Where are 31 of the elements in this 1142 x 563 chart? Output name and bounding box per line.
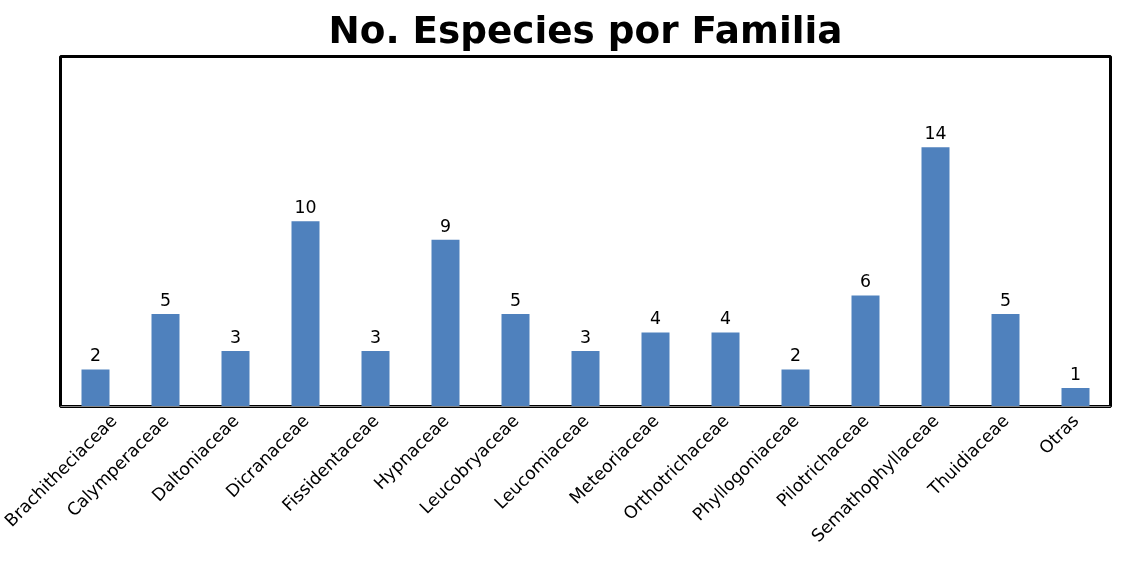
bar (991, 313, 1020, 407)
data-label: 5 (159, 289, 172, 310)
data-label: 6 (859, 271, 872, 292)
data-label: 2 (789, 345, 802, 366)
data-label: 9 (439, 215, 452, 236)
data-label: 5 (509, 289, 522, 310)
data-label: 14 (924, 123, 947, 144)
bar (641, 332, 670, 407)
bar (221, 350, 250, 407)
chart-title: No. Especies por Familia (328, 7, 843, 52)
bar (501, 313, 530, 407)
data-label: 3 (369, 326, 382, 347)
bar (361, 350, 390, 407)
bar (851, 295, 880, 407)
data-label: 5 (999, 289, 1012, 310)
bar (81, 369, 110, 407)
bar (781, 369, 810, 407)
data-label: 3 (579, 326, 592, 347)
bar (1061, 387, 1090, 407)
data-label: 2 (89, 345, 102, 366)
data-label: 1 (1069, 363, 1082, 384)
bar (571, 350, 600, 407)
bar (151, 313, 180, 407)
bar (711, 332, 740, 407)
bar (431, 239, 460, 407)
data-label: 10 (294, 197, 317, 218)
bar (291, 221, 320, 407)
bar (921, 147, 950, 407)
data-label: 3 (229, 326, 242, 347)
data-label: 4 (719, 308, 732, 329)
data-label: 4 (649, 308, 662, 329)
